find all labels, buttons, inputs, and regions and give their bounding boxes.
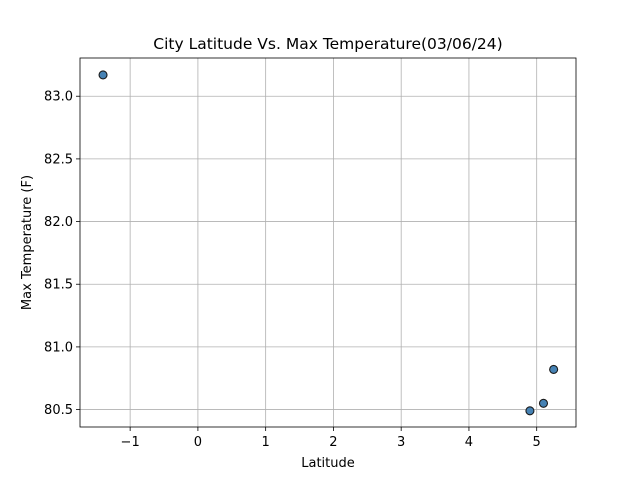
x-tick-label: 0 <box>194 435 202 450</box>
y-tick-label: 81.0 <box>44 340 73 355</box>
x-tick-label: 5 <box>533 435 541 450</box>
y-axis-label: Max Temperature (F) <box>20 175 35 310</box>
chart-title: City Latitude Vs. Max Temperature(03/06/… <box>153 35 502 53</box>
y-axis-ticks: 80.5 81.0 81.5 82.0 82.5 83.0 <box>44 90 80 418</box>
data-point <box>525 406 535 416</box>
x-tick-label: 3 <box>397 435 405 450</box>
x-axis-ticks: −1 0 1 2 3 4 5 <box>121 427 541 450</box>
y-tick-label: 83.0 <box>44 90 73 105</box>
data-points <box>98 70 559 416</box>
data-point <box>98 70 108 80</box>
y-tick-label: 81.5 <box>44 278 73 293</box>
x-tick-label: 2 <box>329 435 337 450</box>
data-point <box>538 398 549 408</box>
x-tick-label: −1 <box>121 435 140 450</box>
x-axis-label: Latitude <box>301 456 355 471</box>
x-tick-label: 1 <box>262 435 270 450</box>
x-tick-label: 4 <box>465 435 473 450</box>
plot-frame <box>79 57 577 428</box>
grid <box>80 58 576 427</box>
y-tick-label: 82.5 <box>44 152 73 167</box>
y-tick-label: 80.5 <box>44 403 73 418</box>
y-tick-label: 82.0 <box>44 215 73 230</box>
data-point <box>549 364 559 375</box>
